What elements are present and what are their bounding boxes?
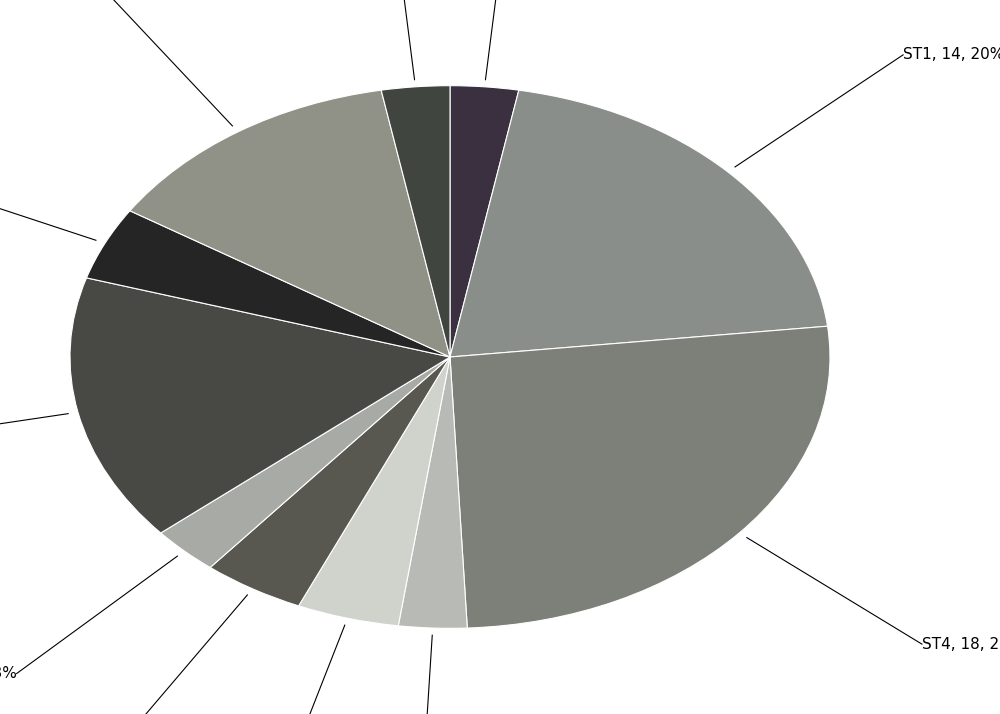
Wedge shape [299,357,450,625]
Wedge shape [161,357,450,568]
Text: ST4, 18, 26%: ST4, 18, 26% [922,637,1000,652]
Wedge shape [70,278,450,533]
Text: ST22, 2, 3%: ST22, 2, 3% [0,666,17,681]
Wedge shape [398,357,467,628]
Wedge shape [381,86,450,357]
Wedge shape [130,90,450,357]
Wedge shape [210,357,450,606]
Wedge shape [87,211,450,357]
Wedge shape [450,86,519,357]
Wedge shape [450,90,828,357]
Wedge shape [450,326,830,628]
Text: ST1, 14, 20%: ST1, 14, 20% [903,47,1000,62]
